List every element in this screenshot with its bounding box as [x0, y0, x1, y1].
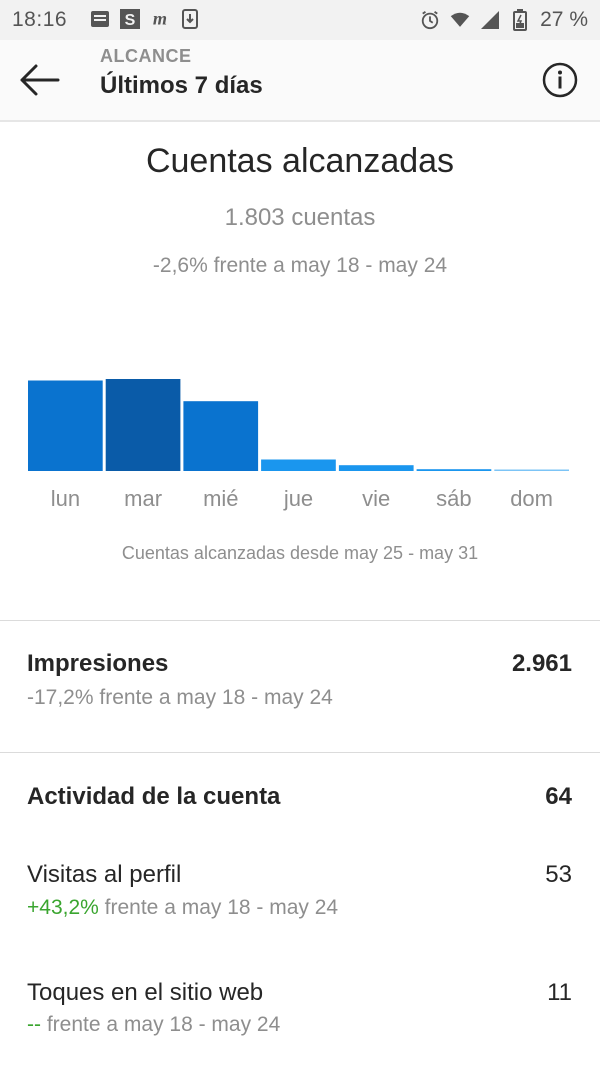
app-header: ALCANCE Últimos 7 días: [0, 40, 600, 122]
reach-bar-chart: lun mar mié jue vie sáb dom: [28, 379, 569, 511]
svg-text:S: S: [125, 12, 136, 29]
bar-mié[interactable]: [183, 401, 259, 471]
tick-label-lun: lun: [51, 486, 80, 511]
status-bar: 18:16 S m 27 %: [0, 0, 600, 40]
website-taps-change-text: frente a may 18 - may 24: [46, 1013, 281, 1036]
reach-count: 1.803 cuentas: [224, 204, 376, 231]
svg-text:m: m: [153, 9, 167, 28]
profile-visits-value: 53: [545, 861, 572, 888]
status-notification-icons: S m: [90, 9, 200, 29]
reach-title: Cuentas alcanzadas: [145, 142, 455, 180]
profile-visits-change: +43,2% frente a may 18 - may 24: [27, 896, 338, 920]
website-taps-value: 11: [547, 979, 572, 1006]
bar-dom[interactable]: [494, 469, 569, 472]
profile-visits-label: Visitas al perfil: [27, 861, 182, 888]
wifi-icon: [450, 10, 470, 30]
bar-mar[interactable]: [105, 379, 181, 471]
website-taps-label: Toques en el sitio web: [27, 979, 264, 1006]
info-icon: [542, 62, 578, 98]
info-button[interactable]: [542, 62, 578, 98]
reach-change: -2,6% frente a may 18 - may 24: [152, 254, 448, 277]
tick-label-jue: jue: [283, 486, 313, 511]
section-divider: [0, 620, 600, 621]
notification-icon: [90, 9, 110, 29]
battery-icon: [510, 9, 530, 31]
chart-caption: Cuentas alcanzadas desde may 25 - may 31: [121, 543, 479, 563]
bar-lun[interactable]: [28, 380, 103, 472]
profile-visits-change-value: +43,2%: [27, 896, 99, 919]
tick-label-mar: mar: [124, 486, 162, 511]
bar-sáb[interactable]: [416, 469, 492, 471]
section-divider: [0, 752, 600, 753]
impressions-value: 2.961: [511, 650, 572, 677]
profile-visits-change-text: frente a may 18 - may 24: [104, 896, 339, 919]
header-kicker: ALCANCE: [100, 46, 192, 66]
battery-percentage: 27 %: [540, 8, 588, 31]
signal-icon: [480, 10, 500, 30]
tick-label-vie: vie: [362, 486, 390, 511]
status-system-icons: 27 %: [420, 8, 588, 32]
download-icon: [180, 9, 200, 29]
impressions-change: -17,2% frente a may 18 - may 24: [27, 686, 333, 709]
alarm-icon: [420, 10, 440, 30]
tick-label-dom: dom: [510, 486, 553, 511]
bar-jue[interactable]: [261, 459, 336, 472]
bar-vie[interactable]: [338, 465, 414, 471]
page-title: Últimos 7 días: [100, 72, 263, 99]
m-app-icon: m: [150, 9, 170, 29]
activity-label: Actividad de la cuenta: [27, 783, 281, 810]
impressions-label: Impresiones: [27, 650, 169, 677]
website-taps-change: -- frente a may 18 - may 24: [27, 1013, 280, 1037]
activity-value: 64: [545, 783, 572, 810]
tick-label-mié: mié: [203, 486, 238, 511]
tick-label-sáb: sáb: [436, 486, 471, 511]
status-time: 18:16: [12, 8, 68, 31]
s-app-icon: S: [120, 9, 140, 29]
back-button[interactable]: [18, 62, 62, 98]
back-arrow-icon: [20, 64, 60, 96]
website-taps-change-value: --: [27, 1013, 41, 1036]
